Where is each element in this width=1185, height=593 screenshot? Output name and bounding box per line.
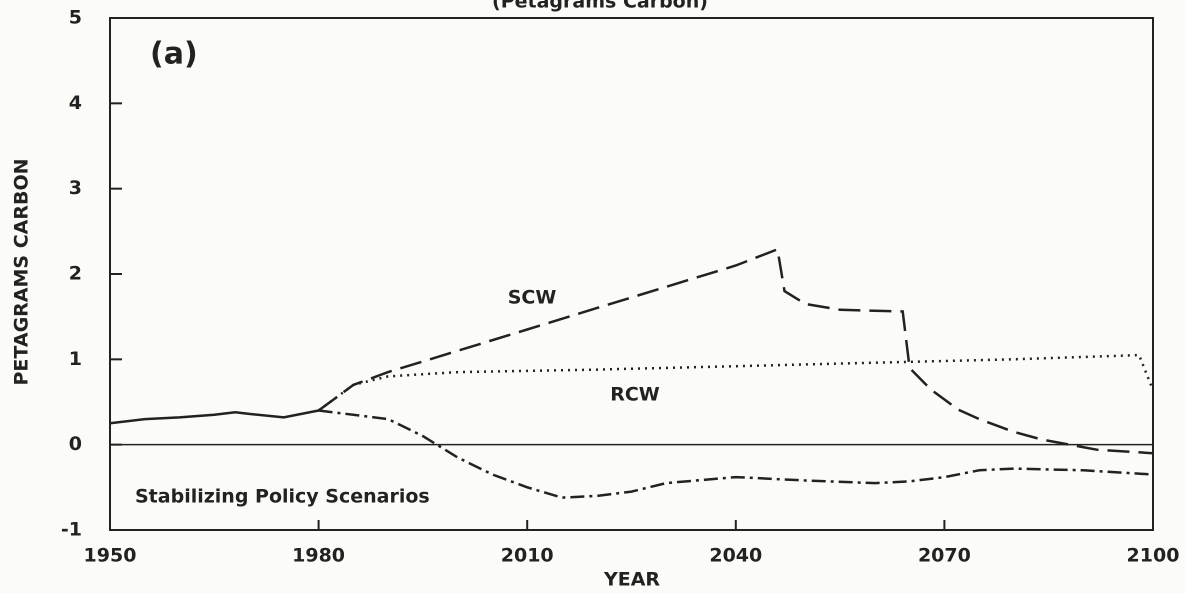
y-tick-label: -1 xyxy=(61,519,82,541)
x-tick-label: 1950 xyxy=(84,545,137,567)
y-tick-label: 0 xyxy=(69,433,82,455)
x-tick-label: 2040 xyxy=(709,545,762,567)
y-tick-label: 5 xyxy=(69,7,82,29)
annotation: SCW xyxy=(508,287,557,309)
panel-label: (a) xyxy=(150,37,198,72)
x-tick-label: 2070 xyxy=(918,545,971,567)
series-line xyxy=(317,247,1154,455)
x-axis-label: YEAR xyxy=(603,569,660,591)
y-axis-label: PETAGRAMS CARBON xyxy=(11,158,33,385)
x-tick-label: 2100 xyxy=(1127,545,1180,567)
y-tick-label: 4 xyxy=(69,92,82,114)
series-line xyxy=(317,353,1155,412)
plot-frame xyxy=(109,17,1154,531)
y-tick-label: 3 xyxy=(69,177,82,199)
annotation: RCW xyxy=(610,384,660,406)
y-tick-label: 1 xyxy=(69,348,82,370)
x-tick-label: 2010 xyxy=(501,545,554,567)
annotation: Stabilizing Policy Scenarios xyxy=(135,486,430,508)
x-tick-label: 1980 xyxy=(292,545,345,567)
series-line xyxy=(109,409,319,425)
y-tick-label: 2 xyxy=(69,263,82,285)
series-line xyxy=(318,409,1154,499)
chart-title: (Petagrams Carbon) xyxy=(492,0,708,13)
